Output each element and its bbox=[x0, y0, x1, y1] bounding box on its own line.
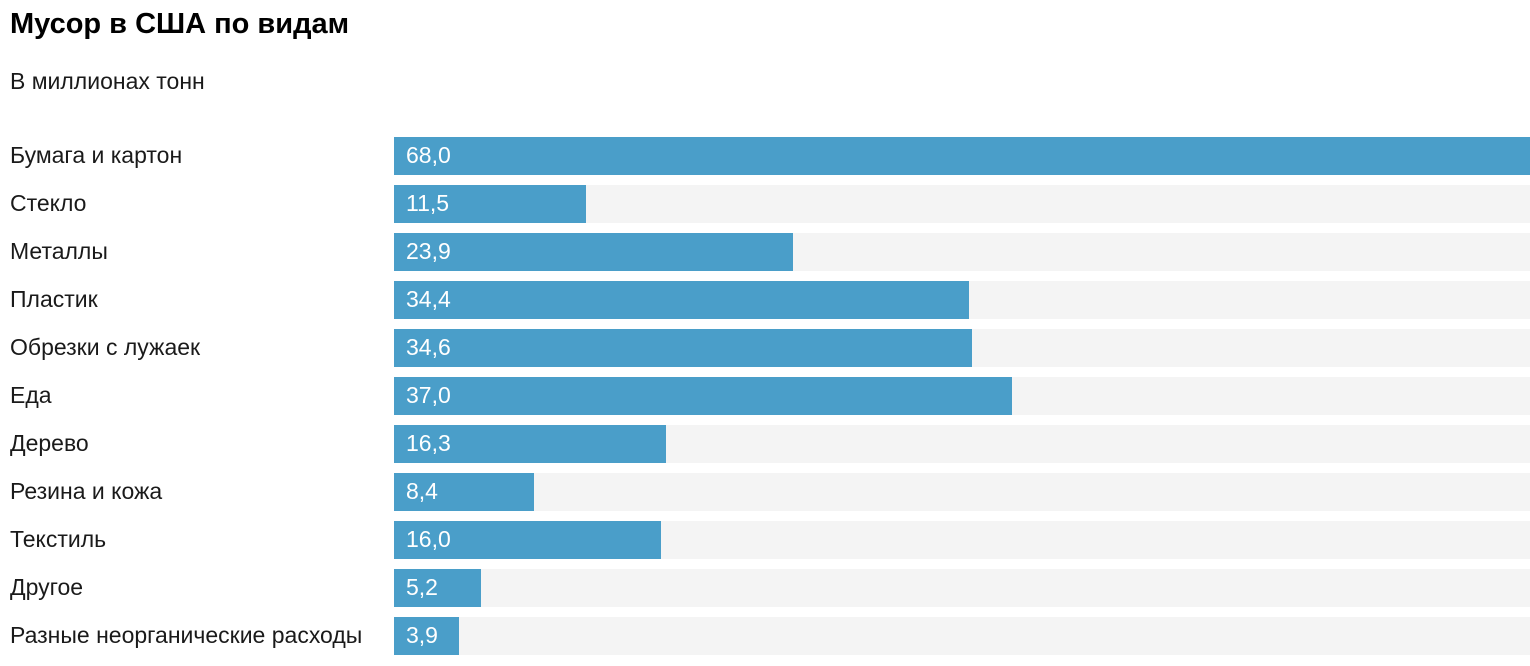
bar-track: 3,9 bbox=[394, 616, 1530, 655]
value-label: 11,5 bbox=[406, 190, 450, 217]
category-label: Другое bbox=[10, 574, 84, 601]
bar-track: 8,4 bbox=[394, 472, 1530, 511]
bar: 5,2 bbox=[394, 568, 481, 607]
bar-row: Бумага и картон 68,0 bbox=[0, 136, 1530, 175]
bar-row: Текстиль 16,0 bbox=[0, 520, 1530, 559]
bar: 68,0 bbox=[394, 136, 1530, 175]
bar: 37,0 bbox=[394, 376, 1013, 415]
value-label: 16,0 bbox=[406, 526, 451, 553]
bar: 16,0 bbox=[394, 520, 662, 559]
bar-track: 16,3 bbox=[394, 424, 1530, 463]
bar-rows: Бумага и картон 68,0 Стекло 11,5 Металлы… bbox=[0, 136, 1530, 655]
value-label: 5,2 bbox=[406, 574, 438, 601]
bar: 8,4 bbox=[394, 472, 535, 511]
bar-track: 5,2 bbox=[394, 568, 1530, 607]
bar-track: 16,0 bbox=[394, 520, 1530, 559]
category-label: Резина и кожа bbox=[10, 478, 163, 505]
bar: 11,5 bbox=[394, 184, 587, 223]
value-label: 34,6 bbox=[406, 334, 451, 361]
value-label: 16,3 bbox=[406, 430, 451, 457]
category-label: Обрезки с лужаек bbox=[10, 334, 201, 361]
value-label: 3,9 bbox=[406, 622, 438, 649]
bar-track: 11,5 bbox=[394, 184, 1530, 223]
bar: 3,9 bbox=[394, 616, 460, 655]
bar: 34,6 bbox=[394, 328, 973, 367]
category-label: Стекло bbox=[10, 190, 87, 217]
value-label: 8,4 bbox=[406, 478, 438, 505]
chart-title: Мусор в США по видам bbox=[10, 8, 350, 40]
bar: 34,4 bbox=[394, 280, 969, 319]
category-label: Металлы bbox=[10, 238, 108, 265]
value-label: 34,4 bbox=[406, 286, 451, 313]
category-label: Разные неорганические расходы bbox=[10, 622, 363, 649]
value-label: 37,0 bbox=[406, 382, 451, 409]
bar-row: Еда 37,0 bbox=[0, 376, 1530, 415]
bar-row: Стекло 11,5 bbox=[0, 184, 1530, 223]
bar-track: 68,0 bbox=[394, 136, 1530, 175]
value-label: 23,9 bbox=[406, 238, 451, 265]
bar-row: Другое 5,2 bbox=[0, 568, 1530, 607]
bar-track: 34,6 bbox=[394, 328, 1530, 367]
bar-track: 37,0 bbox=[394, 376, 1530, 415]
bar-row: Разные неорганические расходы 3,9 bbox=[0, 616, 1530, 655]
chart-subtitle: В миллионах тонн bbox=[10, 68, 205, 95]
category-label: Дерево bbox=[10, 430, 89, 457]
category-label: Бумага и картон bbox=[10, 142, 183, 169]
bar-track: 34,4 bbox=[394, 280, 1530, 319]
bar-row: Резина и кожа 8,4 bbox=[0, 472, 1530, 511]
bar-row: Обрезки с лужаек 34,6 bbox=[0, 328, 1530, 367]
value-label: 68,0 bbox=[406, 142, 451, 169]
category-label: Текстиль bbox=[10, 526, 107, 553]
category-label: Еда bbox=[10, 382, 52, 409]
bar-row: Дерево 16,3 bbox=[0, 424, 1530, 463]
bar-track: 23,9 bbox=[394, 232, 1530, 271]
bar: 16,3 bbox=[394, 424, 667, 463]
category-label: Пластик bbox=[10, 286, 98, 313]
bar: 23,9 bbox=[394, 232, 794, 271]
bar-row: Металлы 23,9 bbox=[0, 232, 1530, 271]
bar-row: Пластик 34,4 bbox=[0, 280, 1530, 319]
